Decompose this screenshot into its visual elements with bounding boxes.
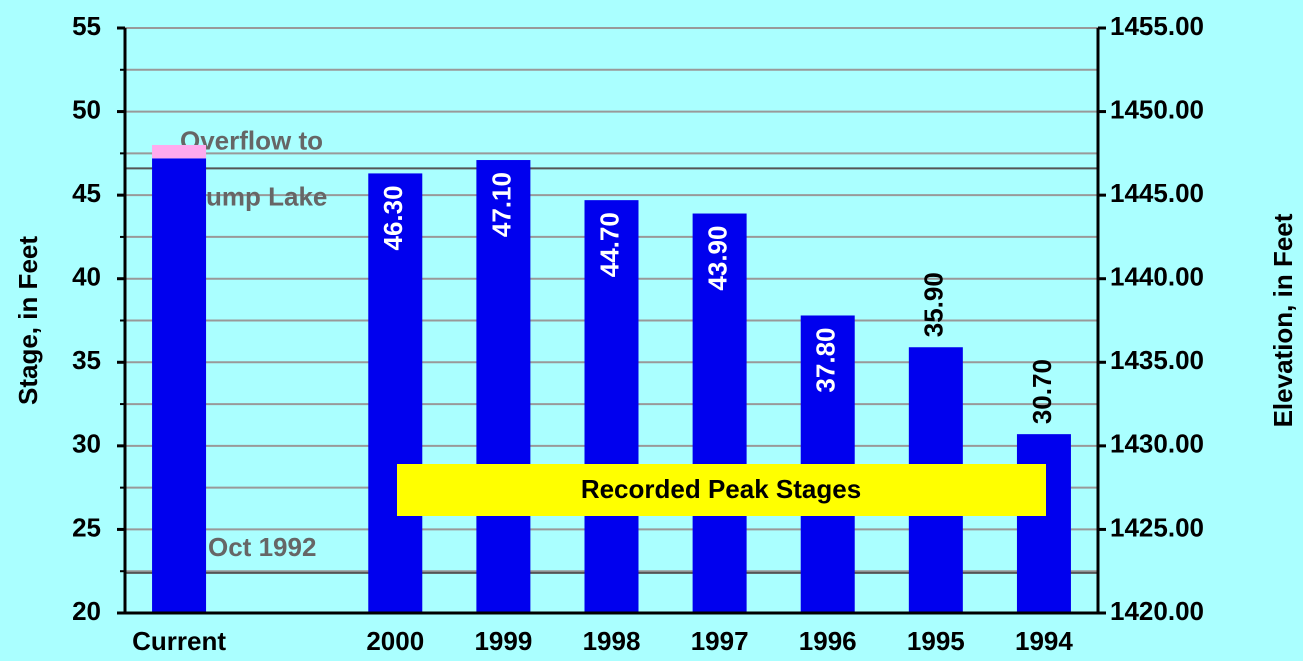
x-tick-label: 1994 (1015, 626, 1073, 656)
y-tick-label: 30 (72, 429, 101, 459)
annotation-box (397, 464, 1046, 516)
y2-axis-title: Elevation, in Feet (1268, 213, 1298, 427)
bar (692, 213, 747, 613)
y2-tick-label: 1440.00 (1110, 262, 1204, 292)
value-label: 37.80 (811, 327, 841, 392)
bar (152, 145, 207, 159)
value-label: 44.70 (594, 212, 624, 277)
y2-tick-label: 1430.00 (1110, 429, 1204, 459)
y-tick-label: 55 (72, 11, 101, 41)
y2-tick-label: 1420.00 (1110, 596, 1204, 626)
bar (1016, 434, 1071, 613)
x-tick-label: 1997 (691, 626, 749, 656)
y2-tick-label: 1435.00 (1110, 345, 1204, 375)
y-tick-label: 40 (72, 262, 101, 292)
bar (476, 160, 531, 614)
y-tick-label: 45 (72, 178, 101, 208)
x-tick-label: 1998 (583, 626, 641, 656)
x-tick-label: Current (132, 626, 226, 656)
value-label: 30.70 (1027, 359, 1057, 424)
y-tick-label: 20 (72, 596, 101, 626)
bar (152, 158, 207, 613)
annotation: Recorded Peak Stages (581, 474, 861, 504)
x-tick-label: 1999 (474, 626, 532, 656)
value-label: 35.90 (919, 272, 949, 337)
x-tick-label: 1996 (799, 626, 857, 656)
value-label: 46.30 (378, 185, 408, 250)
y-tick-label: 25 (72, 512, 101, 542)
x-tick-label: 1995 (907, 626, 965, 656)
y2-tick-label: 1445.00 (1110, 178, 1204, 208)
value-label: 43.90 (702, 226, 732, 291)
bar (368, 173, 423, 613)
y2-tick-label: 1425.00 (1110, 512, 1204, 542)
bar (584, 200, 639, 613)
y-tick-label: 35 (72, 345, 101, 375)
y2-tick-label: 1455.00 (1110, 11, 1204, 41)
value-label: 47.10 (486, 172, 516, 237)
reference-label: Oct 1992 (208, 532, 316, 562)
y-axis-title: Stage, in Feet (13, 236, 43, 405)
y-tick-label: 50 (72, 94, 101, 124)
y2-tick-label: 1450.00 (1110, 94, 1204, 124)
x-tick-label: 2000 (366, 626, 424, 656)
